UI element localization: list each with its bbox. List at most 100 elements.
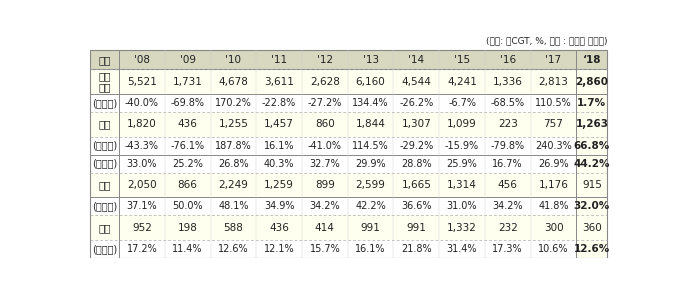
Text: 360: 360 — [582, 223, 602, 233]
Text: 44.2%: 44.2% — [574, 159, 610, 169]
Text: 899: 899 — [315, 180, 335, 190]
Text: 187.8%: 187.8% — [215, 141, 252, 151]
Text: 40.3%: 40.3% — [264, 159, 294, 169]
Text: 757: 757 — [543, 119, 564, 129]
Bar — [90, 215, 607, 240]
Text: 110.5%: 110.5% — [535, 98, 572, 108]
Text: '12: '12 — [317, 55, 333, 65]
Text: 4,241: 4,241 — [447, 77, 477, 86]
Text: 중국: 중국 — [98, 180, 111, 190]
Text: 28.8%: 28.8% — [401, 159, 432, 169]
Text: 16.1%: 16.1% — [264, 141, 294, 151]
Text: 4,544: 4,544 — [401, 77, 431, 86]
Text: (점유율): (점유율) — [92, 201, 117, 211]
Text: 66.8%: 66.8% — [574, 141, 610, 151]
Text: -68.5%: -68.5% — [491, 98, 525, 108]
Text: 34.9%: 34.9% — [264, 201, 294, 211]
Text: '11: '11 — [271, 55, 287, 65]
Bar — [577, 69, 607, 94]
Text: 2,813: 2,813 — [539, 77, 568, 86]
Text: 114.5%: 114.5% — [352, 141, 389, 151]
Text: -22.8%: -22.8% — [262, 98, 296, 108]
Text: ‘18: ‘18 — [583, 55, 601, 65]
Text: 37.1%: 37.1% — [126, 201, 157, 211]
Bar — [577, 137, 607, 155]
Bar — [577, 173, 607, 197]
Text: 10.6%: 10.6% — [539, 244, 568, 254]
Text: -41.0%: -41.0% — [308, 141, 342, 151]
Text: 1,332: 1,332 — [447, 223, 477, 233]
Bar — [90, 137, 607, 155]
Text: 25.2%: 25.2% — [172, 159, 203, 169]
Text: 16.1%: 16.1% — [356, 244, 386, 254]
Text: 1,820: 1,820 — [127, 119, 157, 129]
Text: 1,263: 1,263 — [575, 119, 609, 129]
Bar — [577, 240, 607, 258]
Text: -27.2%: -27.2% — [307, 98, 342, 108]
Text: 33.0%: 33.0% — [126, 159, 157, 169]
Text: 한국: 한국 — [98, 119, 111, 129]
Text: 1,336: 1,336 — [493, 77, 523, 86]
Text: 436: 436 — [177, 119, 198, 129]
Text: 26.8%: 26.8% — [218, 159, 249, 169]
Text: 1,099: 1,099 — [447, 119, 477, 129]
Text: '14: '14 — [408, 55, 424, 65]
Text: 456: 456 — [498, 180, 517, 190]
Text: 1,665: 1,665 — [401, 180, 431, 190]
Bar — [90, 197, 607, 215]
Text: 232: 232 — [498, 223, 517, 233]
Bar — [90, 173, 607, 197]
Text: 21.8%: 21.8% — [401, 244, 432, 254]
Text: 860: 860 — [315, 119, 335, 129]
Bar — [90, 50, 607, 69]
Text: 1.7%: 1.7% — [577, 98, 607, 108]
Text: 134.4%: 134.4% — [352, 98, 389, 108]
Text: 588: 588 — [224, 223, 243, 233]
Text: 구분: 구분 — [98, 55, 111, 65]
Text: 25.9%: 25.9% — [447, 159, 477, 169]
Text: 41.8%: 41.8% — [539, 201, 568, 211]
Text: 17.2%: 17.2% — [126, 244, 157, 254]
Text: 15.7%: 15.7% — [309, 244, 340, 254]
Bar — [90, 94, 607, 112]
Text: 991: 991 — [360, 223, 381, 233]
Text: '09: '09 — [180, 55, 196, 65]
Bar — [90, 240, 607, 258]
Text: (증감률): (증감률) — [92, 141, 117, 151]
Text: 일본: 일본 — [98, 223, 111, 233]
Text: '08: '08 — [134, 55, 150, 65]
Text: -76.1%: -76.1% — [171, 141, 205, 151]
Text: (증감률): (증감률) — [92, 98, 117, 108]
Text: 16.7%: 16.7% — [492, 159, 523, 169]
Text: '16: '16 — [500, 55, 516, 65]
Text: 414: 414 — [315, 223, 335, 233]
Text: (단위: 만CGT, %, 자료 : 클락슨 리서치): (단위: 만CGT, %, 자료 : 클락슨 리서치) — [486, 36, 607, 45]
Text: 1,457: 1,457 — [265, 119, 294, 129]
Text: 915: 915 — [582, 180, 602, 190]
Text: 31.0%: 31.0% — [447, 201, 477, 211]
Text: 2,599: 2,599 — [356, 180, 386, 190]
Text: -40.0%: -40.0% — [125, 98, 159, 108]
Text: 26.9%: 26.9% — [538, 159, 568, 169]
Text: -69.8%: -69.8% — [171, 98, 205, 108]
Text: 34.2%: 34.2% — [309, 201, 340, 211]
Text: '10: '10 — [225, 55, 241, 65]
Text: 952: 952 — [132, 223, 152, 233]
Text: 866: 866 — [177, 180, 198, 190]
Text: 1,307: 1,307 — [401, 119, 431, 129]
Text: 2,628: 2,628 — [310, 77, 340, 86]
Text: -29.2%: -29.2% — [399, 141, 433, 151]
Text: 29.9%: 29.9% — [355, 159, 386, 169]
Bar — [577, 94, 607, 112]
Text: 2,249: 2,249 — [218, 180, 248, 190]
Text: 11.4%: 11.4% — [173, 244, 203, 254]
Text: 1,731: 1,731 — [173, 77, 203, 86]
Text: 223: 223 — [498, 119, 517, 129]
Text: 12.1%: 12.1% — [264, 244, 294, 254]
Text: (점유율): (점유율) — [92, 159, 117, 169]
Text: 6,160: 6,160 — [356, 77, 386, 86]
Text: 42.2%: 42.2% — [355, 201, 386, 211]
Text: 5,521: 5,521 — [127, 77, 157, 86]
Text: (점유율): (점유율) — [92, 244, 117, 254]
Text: 1,259: 1,259 — [265, 180, 294, 190]
